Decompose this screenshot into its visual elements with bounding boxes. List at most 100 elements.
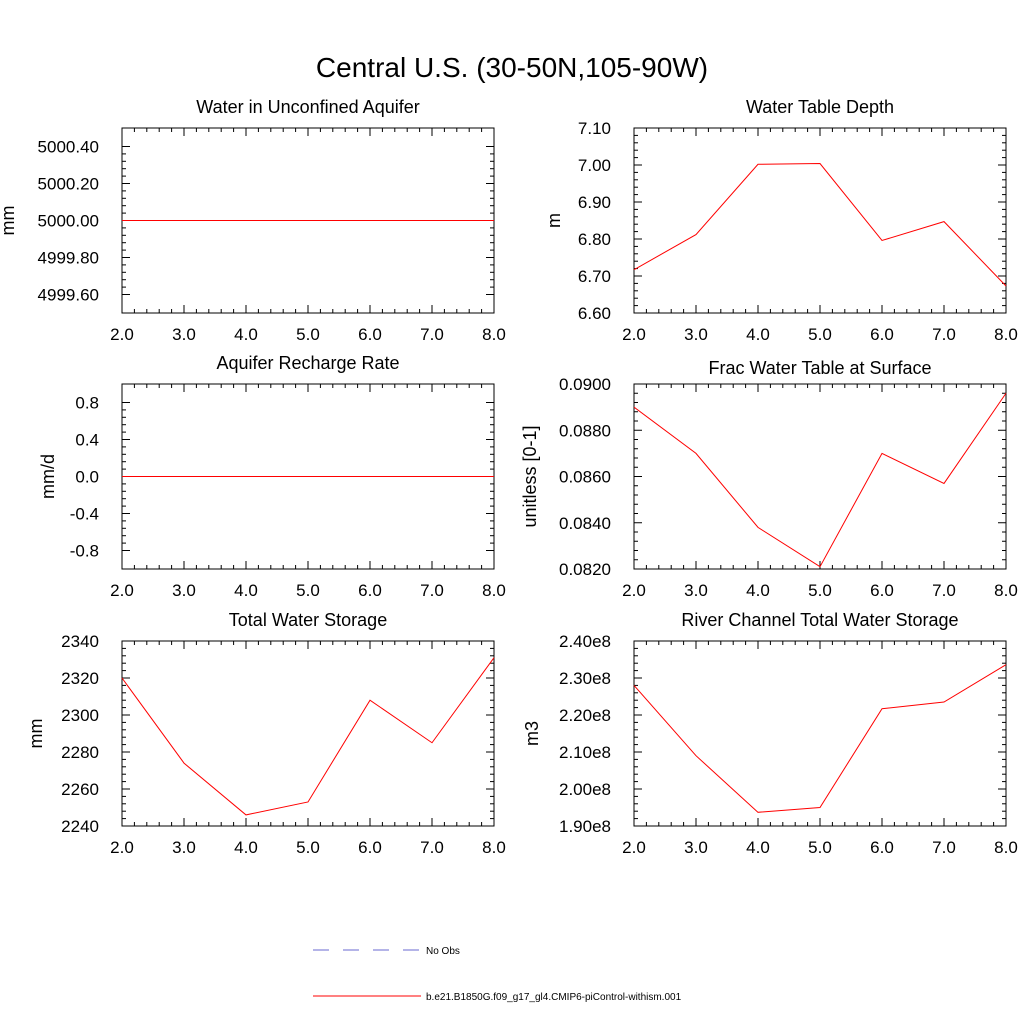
chart-panel: River Channel Total Water Storage m3 2.0 3.… bbox=[522, 610, 1018, 857]
x-tick-label: 4.0 bbox=[234, 838, 258, 857]
y-tick-label: 2.40e8 bbox=[559, 632, 611, 651]
y-tick-label: 2240 bbox=[61, 817, 99, 836]
chart-panel: Water Table Depth m 2.0 3.0 4.0 5.0 6.0 7.0 8.0 6… bbox=[544, 97, 1018, 344]
x-tick-label: 3.0 bbox=[172, 581, 196, 600]
x-tick-label: 4.0 bbox=[234, 325, 258, 344]
x-tick-label: 6.0 bbox=[870, 581, 894, 600]
legend-label: b.e21.B1850G.f09_g17_gl4.CMIP6-piControl… bbox=[426, 992, 682, 1003]
chart-panel: Total Water Storage mm 2.0 3.0 4.0 5.0 6.0 7.0 8… bbox=[26, 610, 506, 857]
y-axis-label: mm bbox=[0, 206, 18, 236]
y-tick-label: 2.20e8 bbox=[559, 706, 611, 725]
panel-title: Water Table Depth bbox=[746, 97, 894, 117]
x-tick-label: 5.0 bbox=[808, 838, 832, 857]
plot-frame bbox=[633, 640, 1007, 827]
x-tick-label: 2.0 bbox=[622, 581, 646, 600]
x-tick-label: 5.0 bbox=[296, 838, 320, 857]
figure-title: Central U.S. (30-50N,105-90W) bbox=[316, 52, 708, 83]
y-tick-label: 6.80 bbox=[578, 230, 611, 249]
x-tick-label: 7.0 bbox=[932, 838, 956, 857]
y-tick-label: 2.00e8 bbox=[559, 780, 611, 799]
chart-panel: Aquifer Recharge Rate mm/d 2.0 3.0 4.0 5.0 6.0… bbox=[38, 353, 506, 600]
legend: No Obs b.e21.B1850G.f09_g17_gl4.CMIP6-piC… bbox=[313, 946, 682, 1003]
y-axis-label: mm/d bbox=[38, 454, 58, 499]
x-tick-label: 8.0 bbox=[994, 325, 1018, 344]
x-tick-label: 3.0 bbox=[172, 838, 196, 857]
y-axis-label: mm bbox=[26, 719, 46, 749]
x-tick-label: 7.0 bbox=[420, 325, 444, 344]
y-axis-label: m3 bbox=[522, 721, 542, 746]
y-tick-label: 0.0840 bbox=[559, 514, 611, 533]
y-tick-label: 5000.00 bbox=[38, 212, 99, 231]
x-tick-label: 2.0 bbox=[110, 325, 134, 344]
y-tick-label: 6.90 bbox=[578, 193, 611, 212]
x-tick-label: 5.0 bbox=[808, 581, 832, 600]
plot-frame bbox=[633, 383, 1007, 570]
chart-panel: Frac Water Table at Surface unitless [0-1… bbox=[520, 358, 1018, 600]
x-tick-label: 7.0 bbox=[932, 325, 956, 344]
legend-label: No Obs bbox=[426, 946, 460, 957]
y-tick-label: 0.0860 bbox=[559, 468, 611, 487]
y-tick-label: 0.0 bbox=[75, 468, 99, 487]
x-tick-label: 2.0 bbox=[622, 838, 646, 857]
y-tick-label: 2280 bbox=[61, 743, 99, 762]
series-line bbox=[633, 664, 1007, 813]
y-tick-label: -0.8 bbox=[70, 542, 99, 561]
y-tick-label: 4999.80 bbox=[38, 249, 99, 268]
x-tick-label: 7.0 bbox=[420, 838, 444, 857]
x-tick-label: 6.0 bbox=[870, 325, 894, 344]
y-tick-label: 1.90e8 bbox=[559, 817, 611, 836]
x-tick-label: 8.0 bbox=[994, 581, 1018, 600]
x-tick-label: 8.0 bbox=[482, 325, 506, 344]
y-tick-label: -0.4 bbox=[70, 505, 99, 524]
panels: Water in Unconfined Aquifer mm 2.0 3.0 4.0 5.… bbox=[0, 97, 1018, 857]
y-tick-label: 2.30e8 bbox=[559, 669, 611, 688]
x-tick-label: 4.0 bbox=[746, 838, 770, 857]
x-tick-label: 7.0 bbox=[932, 581, 956, 600]
panel-title: Frac Water Table at Surface bbox=[708, 358, 931, 378]
y-tick-label: 4999.60 bbox=[38, 286, 99, 305]
x-tick-label: 6.0 bbox=[870, 838, 894, 857]
x-tick-label: 4.0 bbox=[746, 325, 770, 344]
y-tick-label: 2300 bbox=[61, 706, 99, 725]
y-tick-label: 6.60 bbox=[578, 304, 611, 323]
x-tick-label: 5.0 bbox=[296, 581, 320, 600]
series-line bbox=[633, 163, 1007, 287]
x-tick-label: 3.0 bbox=[172, 325, 196, 344]
x-tick-label: 4.0 bbox=[234, 581, 258, 600]
panel-title: Water in Unconfined Aquifer bbox=[196, 97, 419, 117]
y-tick-label: 2260 bbox=[61, 780, 99, 799]
x-tick-label: 3.0 bbox=[684, 581, 708, 600]
y-axis-label: m bbox=[544, 213, 564, 228]
x-tick-label: 5.0 bbox=[808, 325, 832, 344]
panel-title: River Channel Total Water Storage bbox=[681, 610, 958, 630]
y-tick-label: 0.0880 bbox=[559, 421, 611, 440]
y-tick-label: 0.0820 bbox=[559, 560, 611, 579]
x-tick-label: 6.0 bbox=[358, 838, 382, 857]
y-tick-label: 5000.20 bbox=[38, 175, 99, 194]
y-tick-label: 0.8 bbox=[75, 394, 99, 413]
x-tick-label: 2.0 bbox=[110, 838, 134, 857]
series-line bbox=[633, 392, 1007, 568]
x-tick-label: 6.0 bbox=[358, 325, 382, 344]
y-tick-label: 2320 bbox=[61, 669, 99, 688]
y-tick-label: 2.10e8 bbox=[559, 743, 611, 762]
x-tick-label: 7.0 bbox=[420, 581, 444, 600]
x-tick-label: 6.0 bbox=[358, 581, 382, 600]
y-tick-label: 6.70 bbox=[578, 267, 611, 286]
y-tick-label: 2340 bbox=[61, 632, 99, 651]
y-tick-label: 0.4 bbox=[75, 431, 99, 450]
x-tick-label: 3.0 bbox=[684, 838, 708, 857]
x-tick-label: 2.0 bbox=[622, 325, 646, 344]
series-line bbox=[121, 657, 495, 816]
y-tick-label: 7.10 bbox=[578, 119, 611, 138]
panel-title: Total Water Storage bbox=[229, 610, 387, 630]
x-tick-label: 3.0 bbox=[684, 325, 708, 344]
x-tick-label: 4.0 bbox=[746, 581, 770, 600]
x-tick-label: 8.0 bbox=[482, 581, 506, 600]
panel-title: Aquifer Recharge Rate bbox=[216, 353, 399, 373]
plot-frame bbox=[633, 127, 1007, 314]
y-tick-label: 7.00 bbox=[578, 156, 611, 175]
y-tick-label: 0.0900 bbox=[559, 375, 611, 394]
x-tick-label: 5.0 bbox=[296, 325, 320, 344]
